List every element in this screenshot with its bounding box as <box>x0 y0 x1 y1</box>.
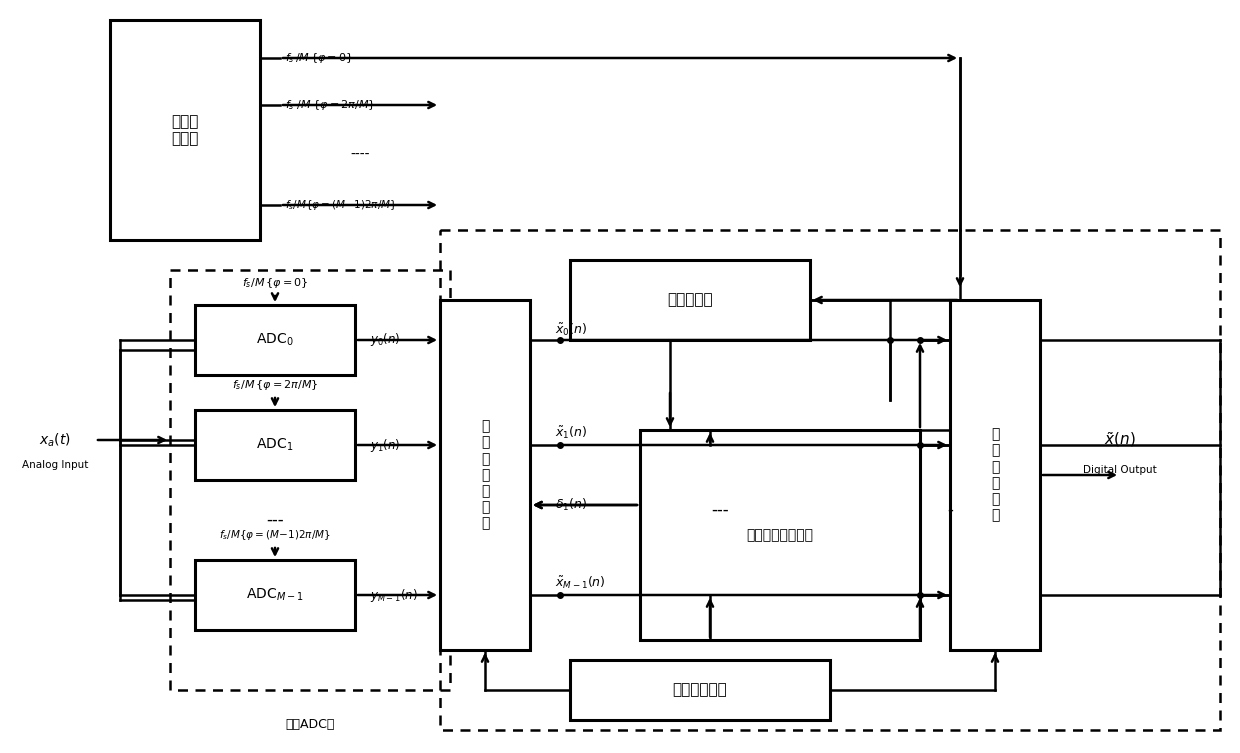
Text: $\tilde{x}_{M-1}(n)$: $\tilde{x}_{M-1}(n)$ <box>556 575 605 591</box>
Text: $x_a(t)$: $x_a(t)$ <box>38 431 71 449</box>
Text: $\tilde{x}(n)$: $\tilde{x}(n)$ <box>1104 431 1136 450</box>
Text: ----: ---- <box>350 148 370 162</box>
Text: $\mathrm{ADC}_{M-1}$: $\mathrm{ADC}_{M-1}$ <box>247 587 304 603</box>
Bar <box>195 305 355 375</box>
Text: 信
号
补
偿
与
重
建: 信 号 补 偿 与 重 建 <box>481 419 490 531</box>
Text: $y_0(n)$: $y_0(n)$ <box>370 331 401 349</box>
Bar <box>570 660 830 720</box>
Text: Digital Output: Digital Output <box>1083 465 1157 475</box>
Text: $f_s/M\left\{\varphi=(M\!-\!1)2\pi/M\right\}$: $f_s/M\left\{\varphi=(M\!-\!1)2\pi/M\rig… <box>219 528 331 542</box>
Text: ---: --- <box>267 511 284 529</box>
Bar <box>195 410 355 480</box>
Text: $f_s/M\,\left\{\varphi=0\right\}$: $f_s/M\,\left\{\varphi=0\right\}$ <box>242 276 309 290</box>
Text: $y_1(n)$: $y_1(n)$ <box>370 437 401 453</box>
Text: 时钟产
生电路: 时钟产 生电路 <box>171 114 198 146</box>
Text: $f_s/M\,\left\{\varphi=2\pi/M\right\}$: $f_s/M\,\left\{\varphi=2\pi/M\right\}$ <box>232 378 319 392</box>
Text: $f_s\;/M\;\{\varphi=2\pi/M\}$: $f_s\;/M\;\{\varphi=2\pi/M\}$ <box>285 98 376 112</box>
Text: $y_{M-1}(n)$: $y_{M-1}(n)$ <box>370 587 418 603</box>
Text: $\mathrm{ADC}_0$: $\mathrm{ADC}_0$ <box>257 332 294 348</box>
Bar <box>170 270 450 690</box>
Text: 通道失配参数检测: 通道失配参数检测 <box>746 528 813 542</box>
Text: ---: --- <box>712 501 729 519</box>
Text: $f_s\,/M\,\{\varphi=0\}$: $f_s\,/M\,\{\varphi=0\}$ <box>285 51 353 65</box>
Bar <box>570 260 810 340</box>
Text: $\tilde{x}_0(n)$: $\tilde{x}_0(n)$ <box>556 322 588 338</box>
Text: $f_s/M\{\varphi=(M\!-\!1)2\pi/M\}$: $f_s/M\{\varphi=(M\!-\!1)2\pi/M\}$ <box>285 198 397 212</box>
Text: $\delta_1(n)$: $\delta_1(n)$ <box>556 497 588 513</box>
Bar <box>110 20 260 240</box>
Text: 时序控制逻辑: 时序控制逻辑 <box>672 682 728 697</box>
Bar <box>950 300 1040 650</box>
Bar <box>440 300 529 650</box>
Text: 通道ADC组: 通道ADC组 <box>285 718 335 731</box>
Bar <box>640 430 920 640</box>
Text: $\mathrm{ADC}_1$: $\mathrm{ADC}_1$ <box>257 437 294 453</box>
Text: $\tilde{x}_1(n)$: $\tilde{x}_1(n)$ <box>556 425 588 441</box>
Text: 能量探测器: 能量探测器 <box>667 292 713 307</box>
Text: Analog Input: Analog Input <box>22 460 88 470</box>
Text: 信
号
组
合
电
路: 信 号 组 合 电 路 <box>991 428 999 523</box>
Bar <box>195 560 355 630</box>
Bar <box>440 230 1220 730</box>
Text: -: - <box>947 501 952 519</box>
